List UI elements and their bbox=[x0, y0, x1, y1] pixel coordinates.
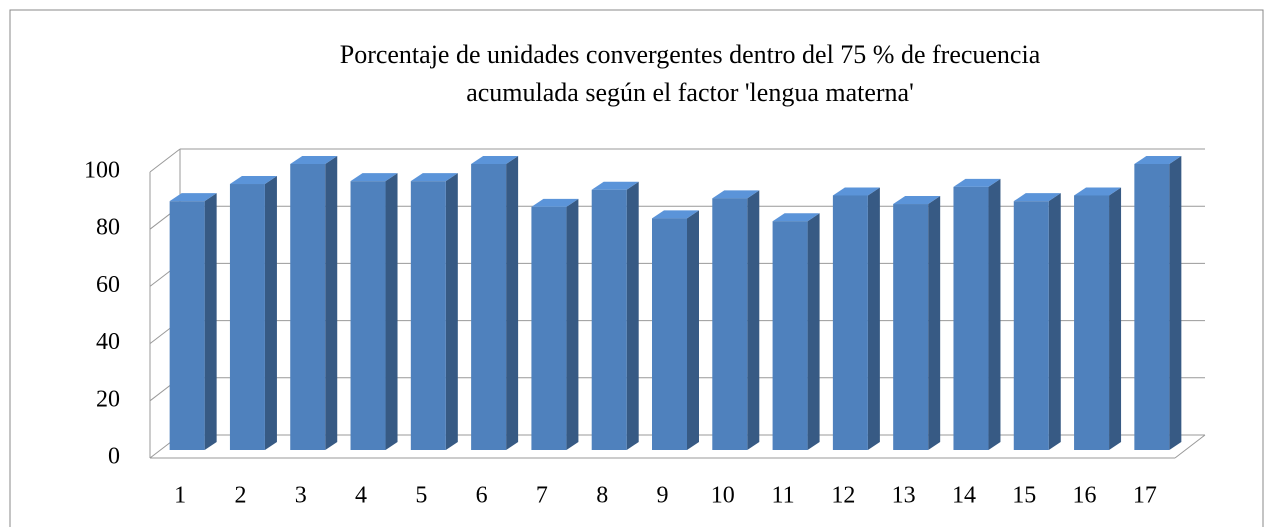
x-tick-label: 12 bbox=[831, 483, 855, 509]
bar-top bbox=[290, 156, 338, 164]
bar bbox=[652, 218, 687, 450]
bar bbox=[410, 181, 446, 450]
chart-title: Porcentaje de unidades convergentes dent… bbox=[340, 40, 1041, 69]
x-tick-label: 9 bbox=[657, 483, 669, 509]
bar-side bbox=[264, 176, 277, 450]
bar-side bbox=[445, 173, 458, 450]
y-tick-label: 20 bbox=[96, 386, 120, 412]
bar-top bbox=[1013, 193, 1061, 202]
x-tick-label: 1 bbox=[174, 483, 186, 509]
x-tick-label: 5 bbox=[415, 483, 427, 509]
bar-top bbox=[893, 196, 941, 205]
bar-top bbox=[229, 176, 277, 185]
x-tick-label: 6 bbox=[476, 483, 488, 509]
x-tick-label: 7 bbox=[536, 483, 548, 509]
bar-side bbox=[1109, 187, 1122, 450]
bar bbox=[229, 184, 265, 450]
bar bbox=[832, 195, 868, 450]
y-tick-label: 60 bbox=[96, 272, 120, 298]
x-tick-label: 13 bbox=[892, 483, 916, 509]
bar bbox=[1013, 201, 1049, 450]
bar-top bbox=[531, 198, 579, 207]
y-tick-label: 80 bbox=[96, 215, 120, 241]
bar-side bbox=[928, 196, 941, 450]
x-tick-label: 14 bbox=[952, 483, 976, 509]
chart-title: acumulada según el factor 'lengua matern… bbox=[466, 78, 914, 107]
y-tick-label: 40 bbox=[96, 329, 120, 355]
bar-top bbox=[712, 190, 760, 199]
bar-top bbox=[832, 187, 880, 196]
y-tick-label: 100 bbox=[84, 158, 120, 184]
bar-side bbox=[1048, 193, 1061, 450]
bar-side bbox=[204, 193, 217, 450]
bar bbox=[350, 181, 386, 450]
bar bbox=[591, 189, 627, 451]
grid-line bbox=[149, 148, 181, 173]
bar-side bbox=[747, 190, 760, 450]
bar-side bbox=[626, 181, 639, 451]
x-tick-label: 15 bbox=[1012, 483, 1036, 509]
bar bbox=[712, 198, 748, 450]
x-tick-label: 17 bbox=[1133, 483, 1157, 509]
bar bbox=[471, 164, 507, 450]
x-tick-label: 4 bbox=[355, 483, 367, 509]
bar bbox=[953, 186, 989, 450]
bar bbox=[531, 206, 567, 450]
bar-top bbox=[772, 213, 820, 222]
bar-top bbox=[1134, 156, 1182, 164]
x-tick-label: 3 bbox=[295, 483, 307, 509]
floor-right bbox=[1174, 434, 1206, 459]
bar bbox=[1134, 164, 1170, 450]
x-tick-label: 8 bbox=[596, 483, 608, 509]
bar-top bbox=[591, 181, 639, 190]
bar-top bbox=[652, 210, 699, 219]
x-tick-label: 2 bbox=[234, 483, 246, 509]
bar bbox=[893, 204, 929, 450]
bar-side bbox=[506, 156, 519, 450]
bar-side bbox=[325, 156, 338, 450]
x-tick-label: 11 bbox=[772, 483, 795, 509]
bar-top bbox=[169, 193, 217, 202]
y-tick-label: 0 bbox=[108, 444, 120, 470]
x-tick-label: 16 bbox=[1073, 483, 1097, 509]
bar-side bbox=[807, 213, 820, 450]
bar-top bbox=[953, 178, 1001, 187]
bar-top bbox=[471, 156, 519, 164]
bar bbox=[290, 164, 326, 450]
bar-side bbox=[867, 187, 880, 450]
bar-top bbox=[1074, 187, 1122, 196]
bar-top bbox=[410, 173, 458, 182]
bar-side bbox=[1169, 156, 1182, 450]
bar bbox=[169, 201, 205, 450]
bar bbox=[772, 221, 808, 450]
bar-side bbox=[385, 173, 398, 450]
bar-side bbox=[566, 198, 579, 450]
x-tick-label: 10 bbox=[711, 483, 735, 509]
bar-side bbox=[988, 178, 1001, 450]
bar-top bbox=[350, 173, 398, 182]
bar bbox=[1074, 195, 1110, 450]
bar-side bbox=[687, 210, 699, 450]
